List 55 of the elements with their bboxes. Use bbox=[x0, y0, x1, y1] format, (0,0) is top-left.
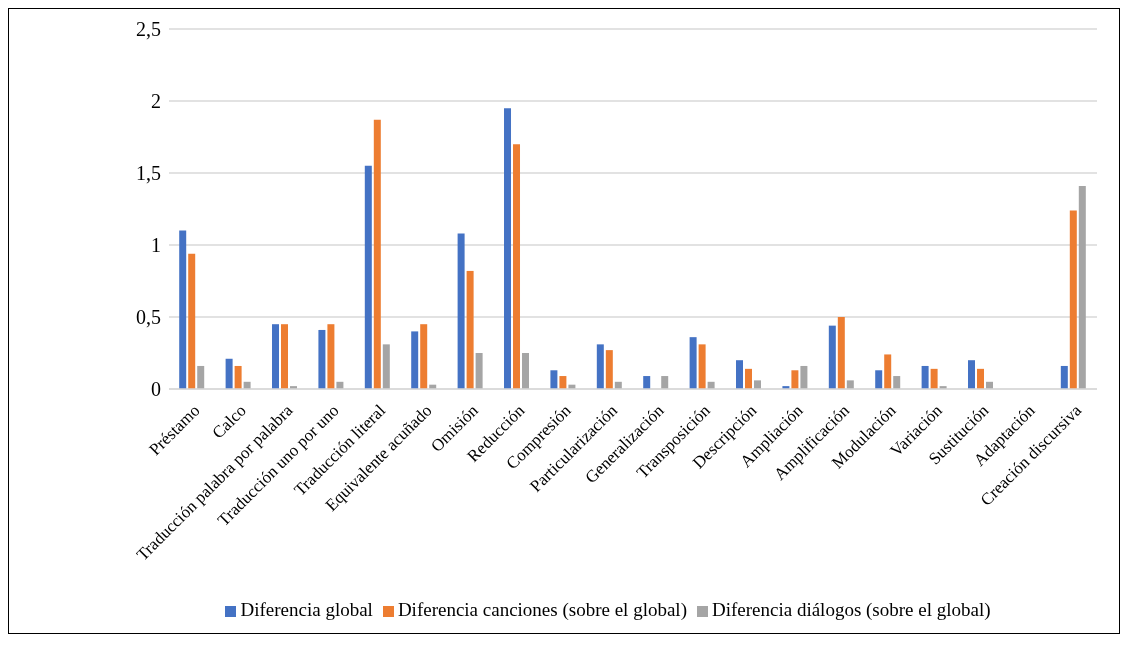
bar bbox=[522, 353, 530, 389]
bar bbox=[800, 365, 808, 389]
bar bbox=[420, 324, 428, 389]
bar bbox=[930, 368, 938, 389]
bar bbox=[373, 119, 381, 389]
bar bbox=[828, 325, 836, 389]
bar bbox=[225, 358, 233, 389]
bar bbox=[188, 253, 196, 389]
y-tick-label: 2 bbox=[151, 90, 161, 113]
bar bbox=[837, 317, 845, 389]
bar bbox=[364, 165, 372, 389]
bar bbox=[1078, 185, 1086, 389]
bar bbox=[281, 324, 289, 389]
y-tick-label: 2,5 bbox=[136, 18, 161, 41]
bar bbox=[197, 365, 205, 389]
bar bbox=[661, 376, 669, 389]
bar bbox=[466, 270, 474, 389]
bar bbox=[698, 344, 706, 389]
bar bbox=[846, 380, 854, 389]
bar bbox=[457, 233, 465, 389]
bar bbox=[689, 337, 697, 389]
legend-label: Diferencia canciones (sobre el global) bbox=[397, 599, 687, 620]
bar bbox=[977, 368, 985, 389]
y-tick-label: 0,5 bbox=[136, 306, 161, 329]
bar bbox=[968, 360, 976, 389]
bar bbox=[875, 370, 883, 389]
bar bbox=[550, 370, 558, 389]
bar bbox=[736, 360, 744, 389]
bar bbox=[596, 344, 604, 389]
y-tick-label: 1 bbox=[151, 234, 161, 257]
bar bbox=[475, 353, 483, 389]
bar bbox=[179, 230, 187, 389]
bar bbox=[1060, 365, 1068, 389]
y-tick-label: 0 bbox=[151, 378, 161, 401]
bar bbox=[272, 324, 280, 389]
bar bbox=[791, 370, 799, 389]
bar bbox=[327, 324, 335, 389]
bar bbox=[382, 344, 390, 389]
bar bbox=[884, 354, 892, 389]
bar bbox=[318, 329, 326, 389]
bar bbox=[745, 368, 753, 389]
y-tick-label: 1,5 bbox=[136, 162, 161, 185]
bar bbox=[605, 350, 613, 389]
bar bbox=[504, 108, 512, 389]
legend-label: Diferencia global bbox=[240, 599, 373, 620]
bar bbox=[754, 380, 762, 389]
bar bbox=[234, 365, 242, 389]
bar bbox=[411, 331, 419, 389]
legend-label: Diferencia diálogos (sobre el global) bbox=[711, 599, 991, 620]
bar bbox=[559, 376, 567, 389]
bar bbox=[1069, 210, 1077, 389]
bar bbox=[893, 376, 901, 389]
bar bbox=[921, 365, 929, 389]
bar bbox=[643, 376, 651, 389]
bar bbox=[513, 144, 521, 389]
